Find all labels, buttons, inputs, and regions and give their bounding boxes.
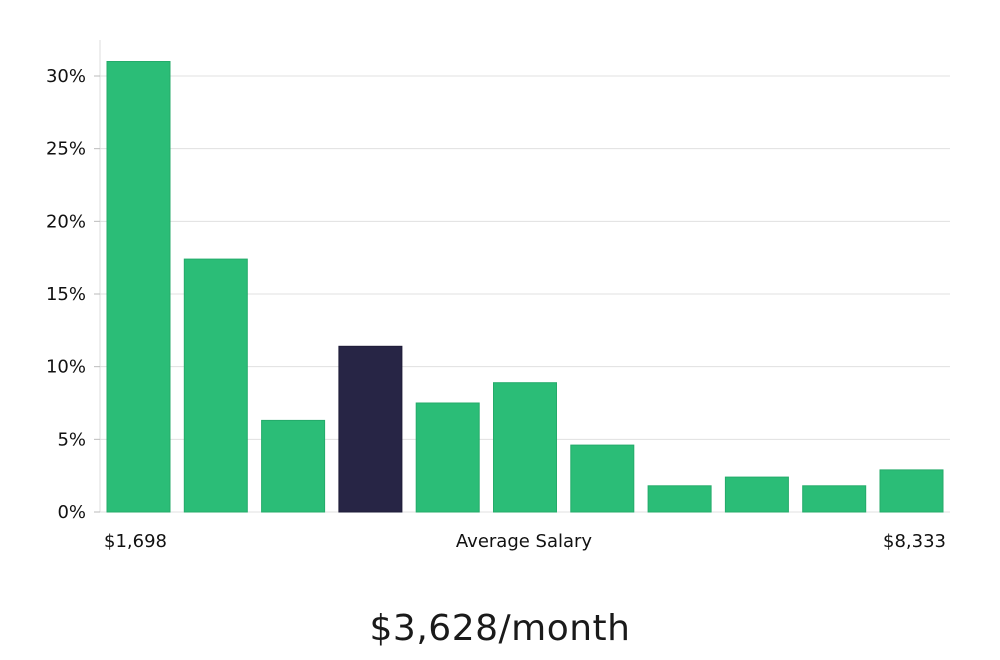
y-tick-label: 0% [57, 502, 86, 523]
y-tick-label: 20% [46, 211, 86, 232]
bar [570, 444, 635, 513]
bars [106, 61, 944, 513]
average-salary-headline: $3,628/month [369, 608, 631, 649]
bar [415, 402, 480, 513]
salary-distribution-chart: 0% 5% 10% 15% 20% 25% 30% $1,698 Average Salar… [46, 40, 950, 552]
x-min-label: $1,698 [104, 531, 167, 552]
bar [106, 61, 171, 513]
y-tick-label: 25% [46, 139, 86, 160]
y-tick-label: 30% [46, 66, 86, 87]
y-tick-label: 15% [46, 284, 86, 305]
bar [724, 476, 789, 513]
x-axis-title: Average Salary [456, 531, 593, 552]
bar [183, 258, 248, 513]
bar-highlighted [338, 345, 403, 513]
x-max-label: $8,333 [883, 531, 946, 552]
bar [261, 419, 326, 513]
y-tick-label: 5% [57, 429, 86, 450]
y-axis-ticks: 0% 5% 10% 15% 20% 25% 30% [46, 66, 100, 523]
y-tick-label: 10% [46, 357, 86, 378]
bar [802, 485, 867, 513]
bar [493, 382, 557, 513]
bar [879, 469, 944, 513]
bar [647, 485, 712, 513]
